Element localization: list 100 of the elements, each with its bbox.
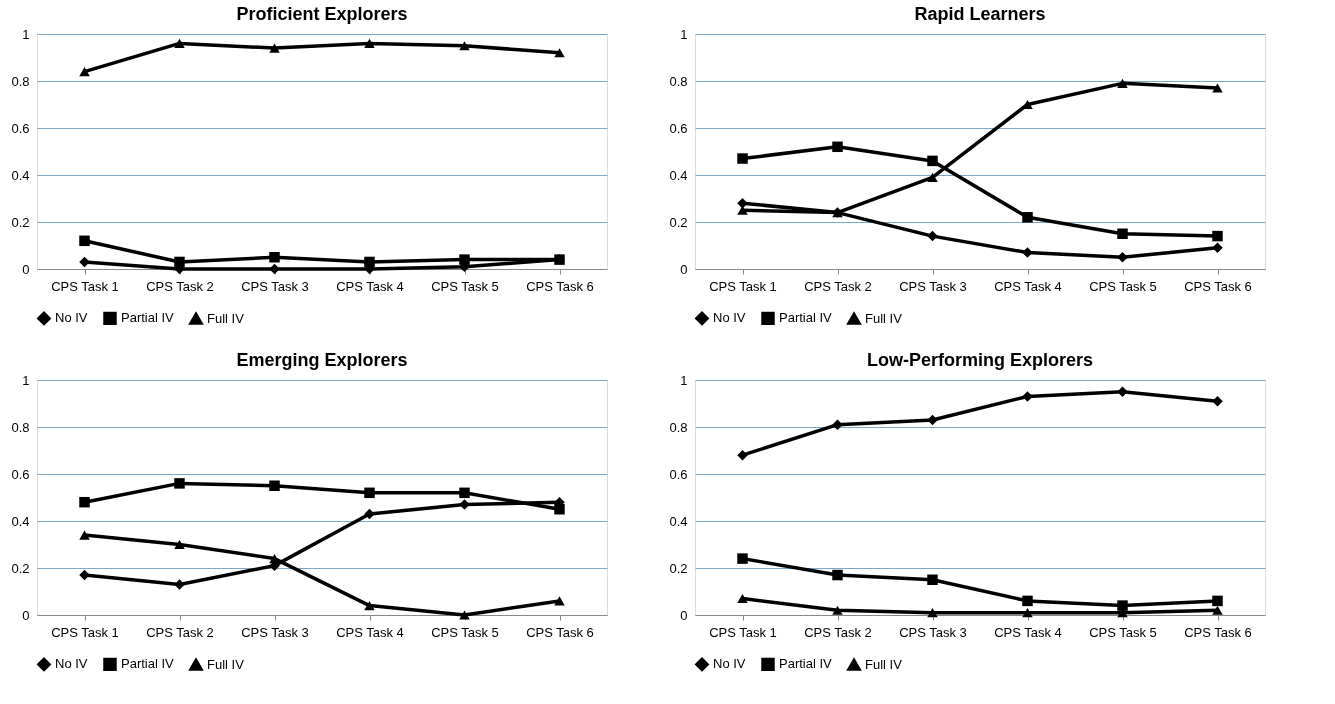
point xyxy=(737,553,748,564)
x-tick-label: CPS Task 4 xyxy=(994,278,1062,294)
y-tick-label: 0.2 xyxy=(11,560,30,576)
point xyxy=(364,256,375,268)
x-tick-label: CPS Task 2 xyxy=(146,624,214,640)
point xyxy=(269,43,280,53)
x-tick-label: CPS Task 1 xyxy=(709,624,777,640)
point xyxy=(1022,391,1033,402)
point xyxy=(79,235,90,247)
x-tick-label: CPS Task 4 xyxy=(336,278,404,294)
x-tick-label: CPS Task 1 xyxy=(709,278,777,294)
x-tick-label: CPS Task 5 xyxy=(1089,278,1157,294)
y-tick-label: 0.4 xyxy=(11,167,30,183)
point xyxy=(927,574,938,585)
point xyxy=(459,41,470,51)
y-tick-label: 0.2 xyxy=(11,214,30,230)
y-tick-label: 0.6 xyxy=(11,120,30,136)
point xyxy=(927,172,938,182)
point xyxy=(832,141,843,153)
legend-label: No IV xyxy=(55,656,88,672)
point xyxy=(269,252,280,263)
point xyxy=(459,499,470,510)
x-tick-label: CPS Task 6 xyxy=(1184,624,1252,640)
point xyxy=(554,254,565,265)
point xyxy=(554,48,565,58)
point xyxy=(927,608,938,618)
legend-label: No IV xyxy=(713,310,746,326)
y-tick-label: 0.2 xyxy=(669,214,688,230)
point xyxy=(737,594,748,604)
point xyxy=(269,480,280,491)
y-tick-label: 1 xyxy=(22,26,30,42)
y-tick-label: 1 xyxy=(22,372,30,388)
point xyxy=(459,254,470,265)
legend-label: No IV xyxy=(713,656,746,672)
y-tick-label: 0.2 xyxy=(669,560,688,576)
y-tick-label: 0.8 xyxy=(669,419,688,435)
point xyxy=(79,496,90,508)
y-tick-label: 0 xyxy=(22,261,30,277)
point xyxy=(927,414,938,426)
point xyxy=(364,487,375,499)
y-tick-label: 0 xyxy=(22,607,30,623)
x-tick-label: CPS Task 3 xyxy=(241,278,309,294)
x-tick-label: CPS Task 5 xyxy=(431,624,499,640)
point xyxy=(364,38,375,48)
x-tick-label: CPS Task 4 xyxy=(336,624,404,640)
x-tick-label: CPS Task 2 xyxy=(146,278,214,294)
y-tick-label: 0.4 xyxy=(669,513,688,529)
point xyxy=(364,601,375,611)
x-tick-label: CPS Task 1 xyxy=(51,278,119,294)
point xyxy=(554,504,565,515)
y-tick-label: 0.6 xyxy=(11,466,30,482)
point xyxy=(459,487,470,499)
legend-label: Partial IV xyxy=(779,310,833,326)
x-tick-label: CPS Task 5 xyxy=(1089,624,1157,640)
point xyxy=(1117,386,1128,397)
point xyxy=(174,478,185,489)
y-tick-label: 0.4 xyxy=(669,167,688,183)
chart-title: Rapid Learners xyxy=(914,4,1046,24)
point xyxy=(174,256,185,268)
point xyxy=(459,610,470,620)
point xyxy=(737,153,748,164)
point xyxy=(1117,600,1128,611)
point xyxy=(832,605,843,615)
legend-label: Partial IV xyxy=(121,310,175,326)
x-tick-label: CPS Task 2 xyxy=(804,278,872,294)
point xyxy=(174,579,185,590)
point xyxy=(79,569,90,581)
x-tick-label: CPS Task 3 xyxy=(899,278,967,294)
point xyxy=(832,569,843,581)
x-tick-label: CPS Task 2 xyxy=(804,624,872,640)
y-tick-label: 0 xyxy=(680,261,688,277)
legend-label: Partial IV xyxy=(121,656,175,672)
chart-title: Proficient Explorers xyxy=(236,4,408,24)
legend-label: Full IV xyxy=(207,310,245,326)
legend-label: Full IV xyxy=(865,656,903,672)
point xyxy=(1022,212,1033,223)
y-tick-label: 0.6 xyxy=(669,120,688,136)
chart-title: Low-Performing Explorers xyxy=(866,350,1094,370)
point xyxy=(1212,83,1223,93)
point xyxy=(1022,608,1033,618)
y-tick-label: 0.4 xyxy=(11,513,30,529)
point xyxy=(1212,242,1223,254)
point xyxy=(1022,247,1033,258)
point xyxy=(1212,230,1223,242)
point xyxy=(1212,595,1223,607)
y-tick-label: 1 xyxy=(680,26,688,42)
legend-label: Partial IV xyxy=(779,656,833,672)
legend-label: Full IV xyxy=(865,310,903,326)
y-tick-label: 0 xyxy=(680,607,688,623)
x-tick-label: CPS Task 4 xyxy=(994,624,1062,640)
point xyxy=(79,530,90,540)
point xyxy=(927,230,938,242)
point xyxy=(554,596,565,606)
point xyxy=(927,155,938,167)
x-tick-label: CPS Task 6 xyxy=(526,624,594,640)
x-tick-label: CPS Task 5 xyxy=(431,278,499,294)
point xyxy=(174,38,185,48)
x-tick-label: CPS Task 1 xyxy=(51,624,119,640)
y-tick-label: 0.8 xyxy=(11,73,30,89)
point xyxy=(364,508,375,520)
